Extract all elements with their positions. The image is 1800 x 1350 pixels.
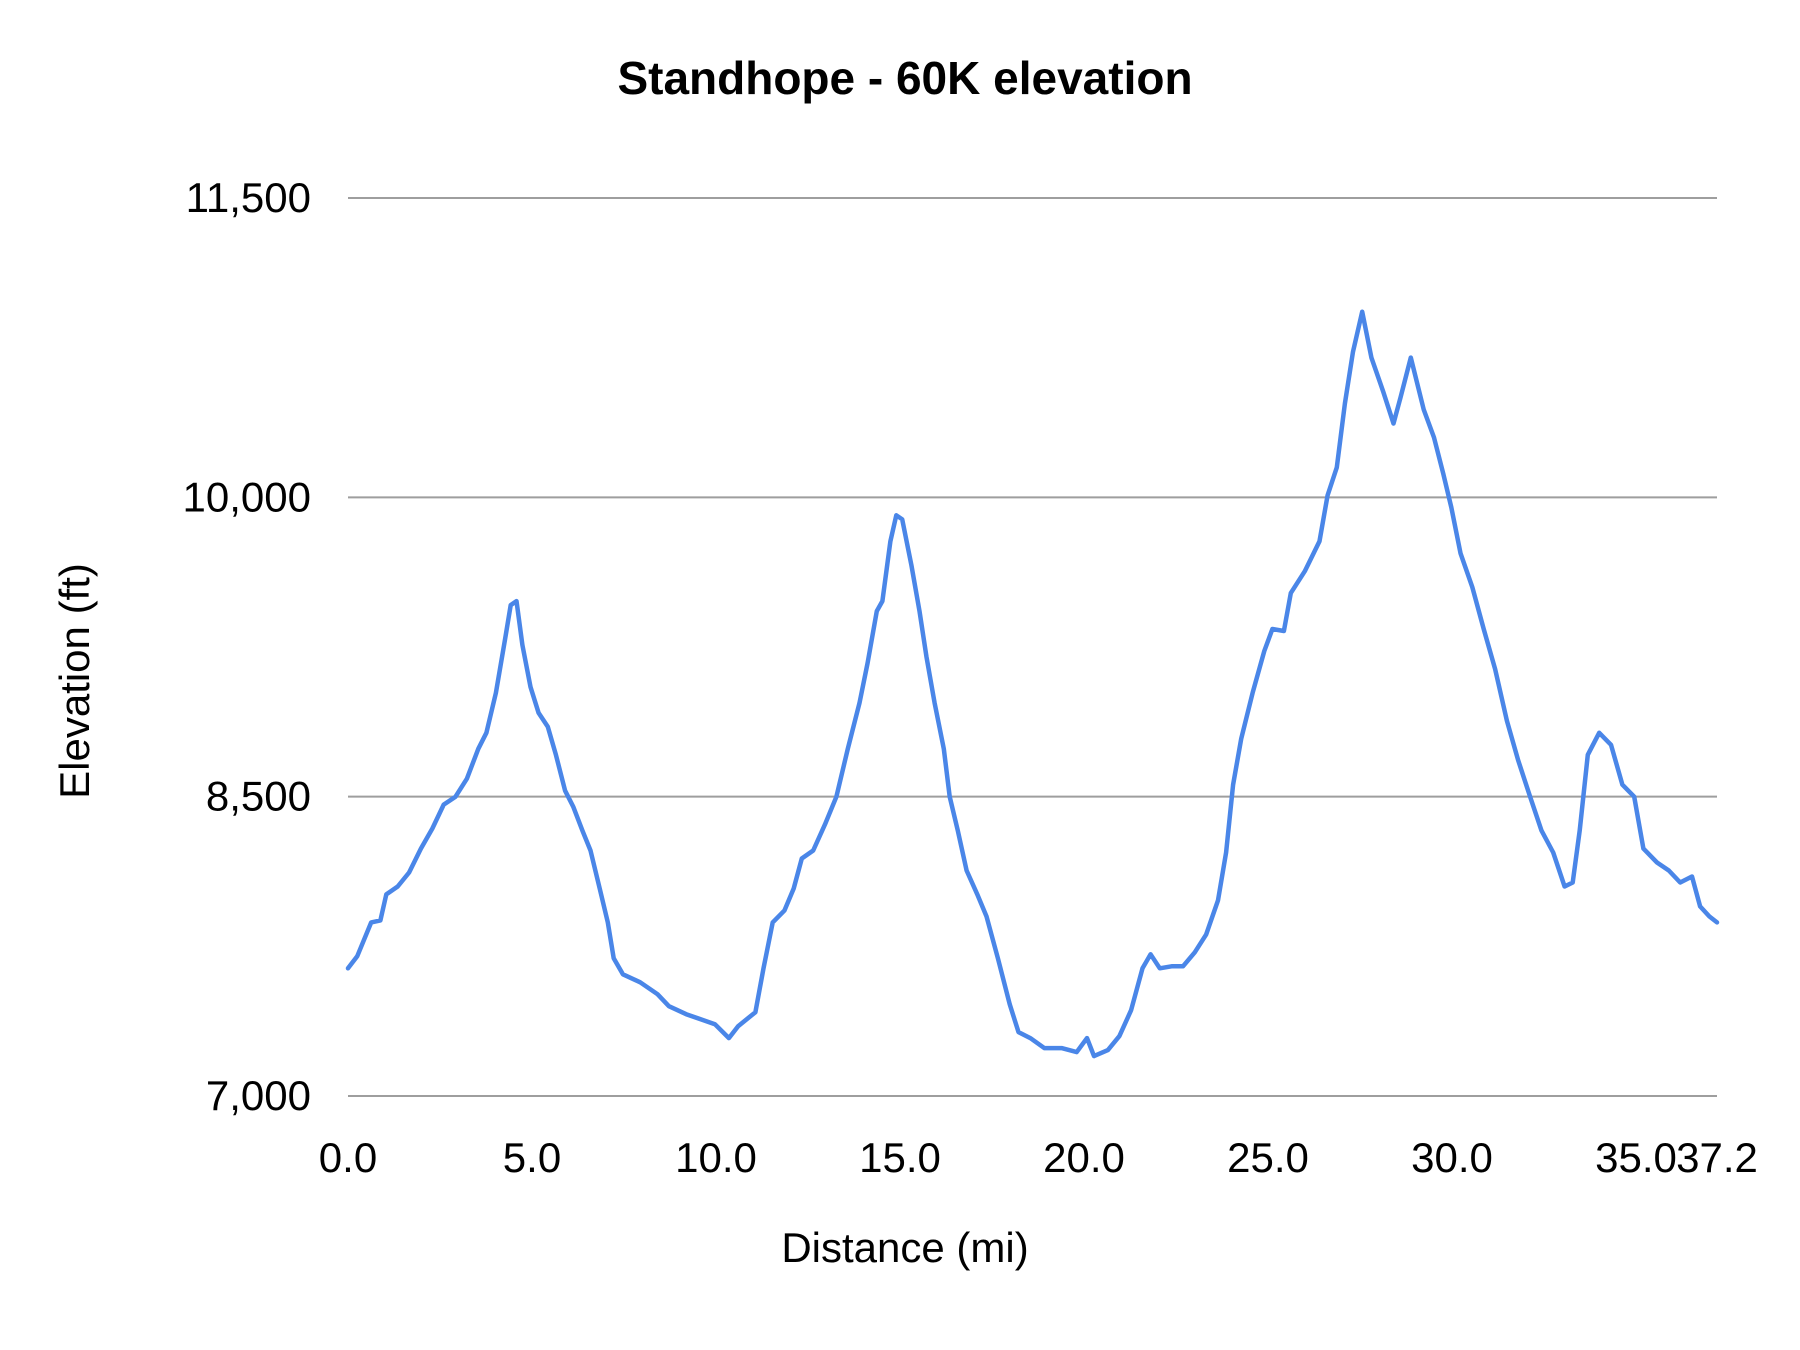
x-tick-label: 5.0 (503, 1134, 561, 1181)
y-tick-label: 10,000 (183, 473, 311, 520)
x-tick-label: 25.0 (1227, 1134, 1309, 1181)
x-tick-label: 30.0 (1411, 1134, 1493, 1181)
x-tick-label: 20.0 (1043, 1134, 1125, 1181)
x-tick-label: 37.2 (1676, 1134, 1758, 1181)
x-tick-label: 35.0 (1595, 1134, 1677, 1181)
x-axis-label: Distance (mi) (781, 1224, 1028, 1271)
chart-title: Standhope - 60K elevation (617, 52, 1192, 104)
y-tick-label: 11,500 (186, 174, 311, 221)
y-tick-label: 7,000 (206, 1072, 311, 1119)
x-tick-label: 15.0 (859, 1134, 941, 1181)
x-axis-ticks: 0.0 5.0 10.0 15.0 20.0 25.0 30.0 35.0 37.2 (319, 1134, 1758, 1181)
y-axis-ticks: 7,000 8,500 10,000 11,500 (183, 174, 311, 1119)
elevation-line (345, 309, 1720, 1059)
gridlines (348, 197, 1717, 1097)
x-tick-label: 10.0 (675, 1134, 757, 1181)
y-tick-label: 8,500 (206, 773, 311, 820)
y-axis-label: Elevation (ft) (51, 563, 98, 799)
x-tick-label: 0.0 (319, 1134, 377, 1181)
